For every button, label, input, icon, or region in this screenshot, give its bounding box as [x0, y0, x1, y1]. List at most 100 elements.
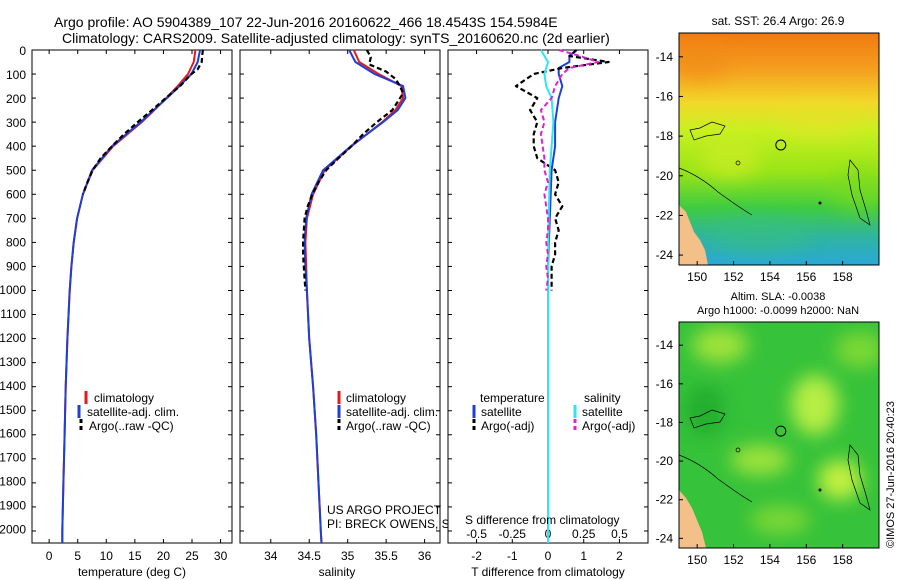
depth-tick-label: 400: [6, 140, 26, 154]
x-tick-label: 35: [341, 549, 355, 563]
salinity-xlabel: salinity: [319, 565, 356, 579]
temperature-legend: climatology satellite-adj. clim. Argo(..…: [77, 391, 179, 433]
legend-label-satellite: satellite-adj. clim.: [87, 405, 179, 419]
s-difference-title: S difference from climatology: [465, 513, 620, 527]
x-tick-label: 30: [214, 549, 228, 563]
x-tick-label: 0: [545, 549, 552, 563]
series-line-argo: [302, 49, 405, 291]
lon-tick-label: 156: [796, 270, 816, 284]
lat-tick-label: -16: [656, 377, 674, 391]
lat-tick-label: -22: [656, 493, 674, 507]
temperature-xlabel: temperature (deg C): [78, 565, 186, 579]
imos-credit: ©IMOS 27-Jun-2016 20:40:23: [885, 401, 897, 548]
difference-axis-ticks: -2 -1 0 1 2-0.5 -0.25 0 0.25 0.5: [448, 49, 648, 563]
depth-tick-label: 600: [6, 188, 26, 202]
depth-tick-label: 0: [19, 44, 26, 58]
lat-tick-label: -18: [656, 129, 674, 143]
float-position-marker: [775, 425, 787, 437]
x-tick-label: 34: [264, 549, 278, 563]
figure-title-line1: Argo profile: AO 5904389_107 22-Jun-2016…: [54, 14, 558, 30]
legend-label-sal-satellite: satellite: [582, 405, 623, 419]
x-tick-label: 25: [185, 549, 199, 563]
depth-tick-label: 1900: [0, 499, 26, 513]
depth-tick-label: 1000: [0, 283, 26, 297]
salinity-panel: 34 34.5 35 35.5 36 salinity climatology sate…: [239, 49, 607, 579]
lat-tick-label: -14: [656, 338, 674, 352]
salinity-axes-box: [239, 49, 441, 544]
series-line-temperature-argo-adj: [514, 49, 610, 291]
lat-tick-label: -22: [656, 208, 674, 222]
depth-tick-label: 800: [6, 235, 26, 249]
depth-tick-label: 200: [6, 92, 26, 106]
sla-map-subtitle: Argo h1000: -0.0099 h2000: NaN: [697, 305, 859, 317]
sst-map-panel: sat. SST: 26.4 Argo: 26.9 150 152 154 156 15…: [656, 14, 880, 284]
s-tick-label: 0.5: [611, 527, 628, 541]
depth-tick-label: 1600: [0, 427, 26, 441]
difference-series: [514, 49, 610, 543]
x-tick-label: 5: [74, 549, 81, 563]
x-tick-label: 0: [46, 549, 53, 563]
depth-tick-label: 100: [6, 68, 26, 82]
legend-label-temp-satellite: satellite: [481, 405, 522, 419]
temperature-series: [61, 49, 204, 543]
x-tick-label: 2: [616, 549, 623, 563]
t-difference-xlabel: T difference from climatology: [471, 565, 625, 579]
sla-map-ticks: 150 152 154 156 158 -14 -16 -18 -20 -22 -24: [656, 338, 853, 567]
salinity-axis-ticks: 34 34.5 35 35.5 36: [240, 49, 440, 563]
lat-tick-label: -20: [656, 454, 674, 468]
depth-tick-labels: 0 100 200 300 400 500 600 700 800 900 10…: [0, 44, 26, 536]
temperature-axis-ticks: 0 5 10 15 20 25 30: [32, 49, 232, 563]
depth-tick-label: 1800: [0, 475, 26, 489]
sst-texture: [679, 40, 879, 253]
s-tick-label: 0.25: [572, 527, 596, 541]
x-tick-label: -2: [471, 549, 482, 563]
sla-map-title: Altim. SLA: -0.0038: [731, 291, 826, 303]
legend-header-temperature: temperature: [480, 391, 545, 405]
depth-tick-label: 700: [6, 211, 26, 225]
depth-tick-label: 1100: [0, 307, 26, 321]
project-credit: US ARGO PROJECT: [327, 503, 442, 517]
float-position-marker: [775, 139, 787, 151]
lat-tick-label: -24: [656, 248, 674, 262]
legend-label-argo: Argo(..raw -QC): [89, 419, 174, 433]
difference-panel: -2 -1 0 1 2-0.5 -0.25 0 0.25 0.5 S difference fr…: [447, 49, 649, 579]
depth-tick-label: 300: [6, 116, 26, 130]
depth-tick-label: 1400: [0, 379, 26, 393]
legend-label-climatology: climatology: [346, 391, 406, 405]
sla-map-panel: Altim. SLA: -0.0038 Argo h1000: -0.0099 …: [656, 291, 880, 567]
lat-tick-label: -14: [656, 50, 674, 64]
sst-map-title: sat. SST: 26.4 Argo: 26.9: [712, 14, 845, 28]
lon-tick-label: 154: [760, 270, 780, 284]
sst-coastline: [679, 205, 708, 265]
depth-tick-label: 2000: [0, 522, 26, 536]
temperature-panel: 0 100 200 300 400 500 600 700 800 900 10…: [0, 44, 233, 579]
depth-tick-label: 500: [6, 164, 26, 178]
sst-map-ticks: 150 152 154 156 158 -14 -16 -18 -20 -22 -24: [656, 50, 853, 284]
lon-tick-label: 152: [724, 270, 744, 284]
temperature-axes-box: [31, 49, 233, 544]
depth-tick-label: 1300: [0, 355, 26, 369]
sla-coastline: [679, 490, 706, 548]
x-tick-label: 10: [100, 549, 114, 563]
x-tick-label: 35.5: [374, 549, 398, 563]
x-tick-label: 15: [128, 549, 142, 563]
sla-map-frame: [678, 321, 880, 549]
figure-title-line2: Climatology: CARS2009. Satellite-adjuste…: [62, 30, 610, 46]
legend-label-argo: Argo(..raw -QC): [346, 419, 431, 433]
depth-tick-label: 1500: [0, 403, 26, 417]
lat-tick-label: -24: [656, 531, 674, 545]
x-tick-label: 34.5: [298, 549, 322, 563]
x-tick-label: 20: [157, 549, 171, 563]
lon-tick-label: 156: [796, 553, 816, 567]
legend-label-temp-argo: Argo(-adj): [481, 419, 534, 433]
sst-map-frame: [678, 32, 880, 266]
legend-label-sal-argo: Argo(-adj): [582, 419, 635, 433]
legend-label-climatology: climatology: [94, 391, 154, 405]
x-tick-label: 36: [418, 549, 432, 563]
s-tick-label: -0.25: [499, 527, 527, 541]
legend-label-satellite: satellite-adj. clim.: [346, 405, 438, 419]
sla-texture: [685, 327, 879, 534]
salinity-legend: climatology satellite-adj. clim. Argo(..…: [337, 391, 438, 433]
depth-tick-label: 900: [6, 259, 26, 273]
